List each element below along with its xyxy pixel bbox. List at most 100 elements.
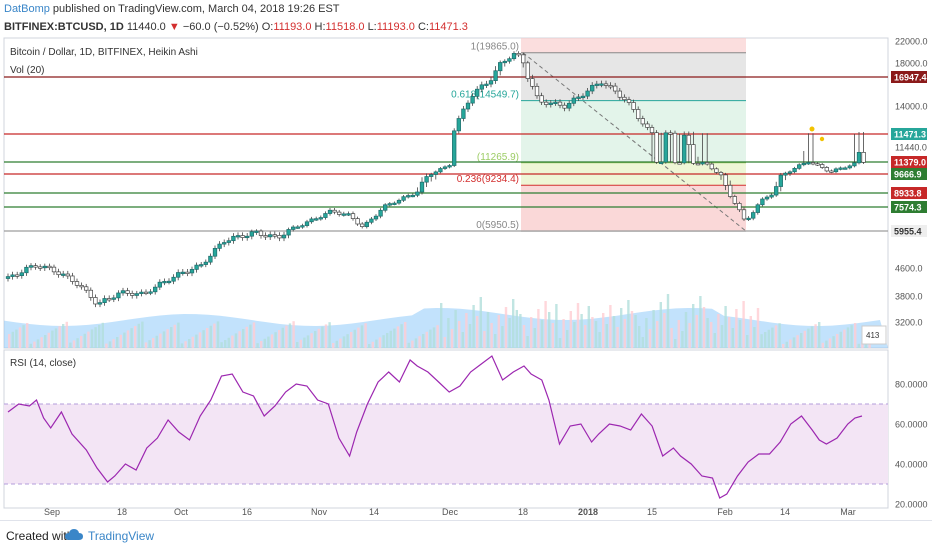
- candle-body: [705, 162, 710, 165]
- volume-bar: [278, 330, 281, 348]
- volume-bar: [836, 334, 839, 348]
- candle-body: [682, 134, 687, 164]
- candle-body: [677, 162, 682, 165]
- candle-body: [327, 209, 333, 214]
- candle-body: [603, 83, 609, 86]
- volume-bar: [630, 311, 634, 348]
- candle-body: [746, 217, 751, 221]
- candle-body: [240, 235, 245, 238]
- volume-bar: [764, 332, 767, 348]
- volume-bar: [706, 318, 709, 348]
- candle-body: [28, 265, 34, 268]
- candle-body: [732, 196, 737, 204]
- author-link[interactable]: DatBomp: [4, 3, 50, 15]
- volume-bar: [126, 330, 130, 348]
- tradingview-cloud-icon: [65, 529, 83, 540]
- volume-bar: [501, 326, 504, 348]
- volume-bar: [774, 325, 778, 348]
- volume-bar: [353, 329, 356, 348]
- candle-body: [622, 96, 627, 101]
- open-value: 11193.0: [273, 21, 312, 33]
- volume-bar: [299, 339, 302, 348]
- volume-bar: [40, 337, 43, 348]
- candle-body: [553, 101, 558, 104]
- volume-bar: [580, 314, 583, 348]
- candle-body: [548, 102, 553, 105]
- rsi-tick-label: 80.0000: [895, 380, 928, 390]
- high-value: 11518.0: [325, 21, 365, 33]
- low-label: L:: [367, 21, 377, 33]
- volume-bar: [857, 343, 860, 348]
- chart-canvas[interactable]: 1(19865.0) 0.618(14549.7) (11265.9) 0.236(9…: [0, 0, 932, 520]
- volume-bar: [674, 339, 677, 348]
- volume-bar: [846, 327, 850, 348]
- candle-body: [350, 213, 356, 219]
- candle-body: [663, 132, 668, 163]
- tradingview-logo-text[interactable]: TradingView: [88, 529, 155, 543]
- volume-bar: [573, 322, 576, 348]
- candle-body: [61, 273, 66, 276]
- candle-body: [824, 167, 829, 172]
- volume-bar: [371, 341, 374, 348]
- x-tick-label: Dec: [442, 507, 459, 517]
- candle-body: [93, 297, 98, 305]
- candle-body: [438, 168, 443, 173]
- volume-bar: [130, 328, 133, 348]
- volume-bar: [339, 338, 342, 348]
- candle-body: [654, 132, 659, 163]
- candle-body: [180, 271, 185, 274]
- chart-title: Bitcoin / Dollar, 1D, BITFINEX, Heikin A…: [10, 47, 198, 58]
- volume-bar: [519, 314, 522, 348]
- candle-body: [723, 174, 728, 186]
- volume-bar: [162, 331, 166, 348]
- volume-bar: [26, 323, 29, 348]
- candle-body: [470, 96, 475, 104]
- volume-bar: [526, 336, 529, 348]
- candle-body: [226, 240, 231, 243]
- candle-body: [801, 162, 806, 166]
- volume-bar: [306, 335, 310, 348]
- volume-bar: [234, 333, 238, 348]
- volume-bar: [821, 342, 824, 348]
- volume-bar: [652, 310, 655, 348]
- fib-level-label: 0.236(9234.4): [457, 174, 519, 185]
- candle-body: [369, 218, 374, 223]
- candle-body: [787, 171, 793, 174]
- volume-bar: [713, 333, 716, 348]
- volume-bar: [746, 335, 749, 348]
- volume-bar: [634, 315, 637, 348]
- volume-bar: [148, 340, 151, 348]
- x-tick-label: 14: [369, 507, 379, 517]
- volume-bar: [159, 333, 162, 348]
- candle-body: [484, 83, 489, 86]
- candle-body: [70, 275, 75, 282]
- volume-bar: [407, 342, 410, 348]
- candle-body: [84, 286, 89, 291]
- volume-bar: [62, 324, 65, 348]
- volume-bar: [796, 335, 799, 348]
- volume-bar: [540, 320, 544, 348]
- price-axis-tag-label: 8933.8: [894, 189, 922, 199]
- candle-body: [672, 132, 678, 164]
- volume-bar: [620, 308, 623, 348]
- volume-bar: [389, 330, 392, 348]
- x-tick-label: 18: [518, 507, 528, 517]
- volume-bar: [224, 340, 227, 348]
- volume-bar: [281, 327, 284, 348]
- volume-bar: [209, 325, 212, 348]
- volume-bar: [11, 331, 14, 348]
- candle-body: [525, 62, 530, 79]
- volume-bar: [839, 331, 842, 348]
- candle-body: [760, 198, 765, 206]
- volume-bar: [400, 324, 403, 348]
- low-value: 11193.0: [376, 21, 415, 33]
- volume-bar: [220, 342, 223, 348]
- alert-marker: [819, 136, 825, 142]
- volume-bar: [335, 340, 338, 348]
- volume-bar: [22, 325, 25, 348]
- candle-body: [235, 235, 241, 238]
- volume-bar: [818, 322, 821, 348]
- candle-body: [442, 166, 448, 169]
- volume-bar: [152, 338, 155, 348]
- volume-bar: [33, 341, 36, 348]
